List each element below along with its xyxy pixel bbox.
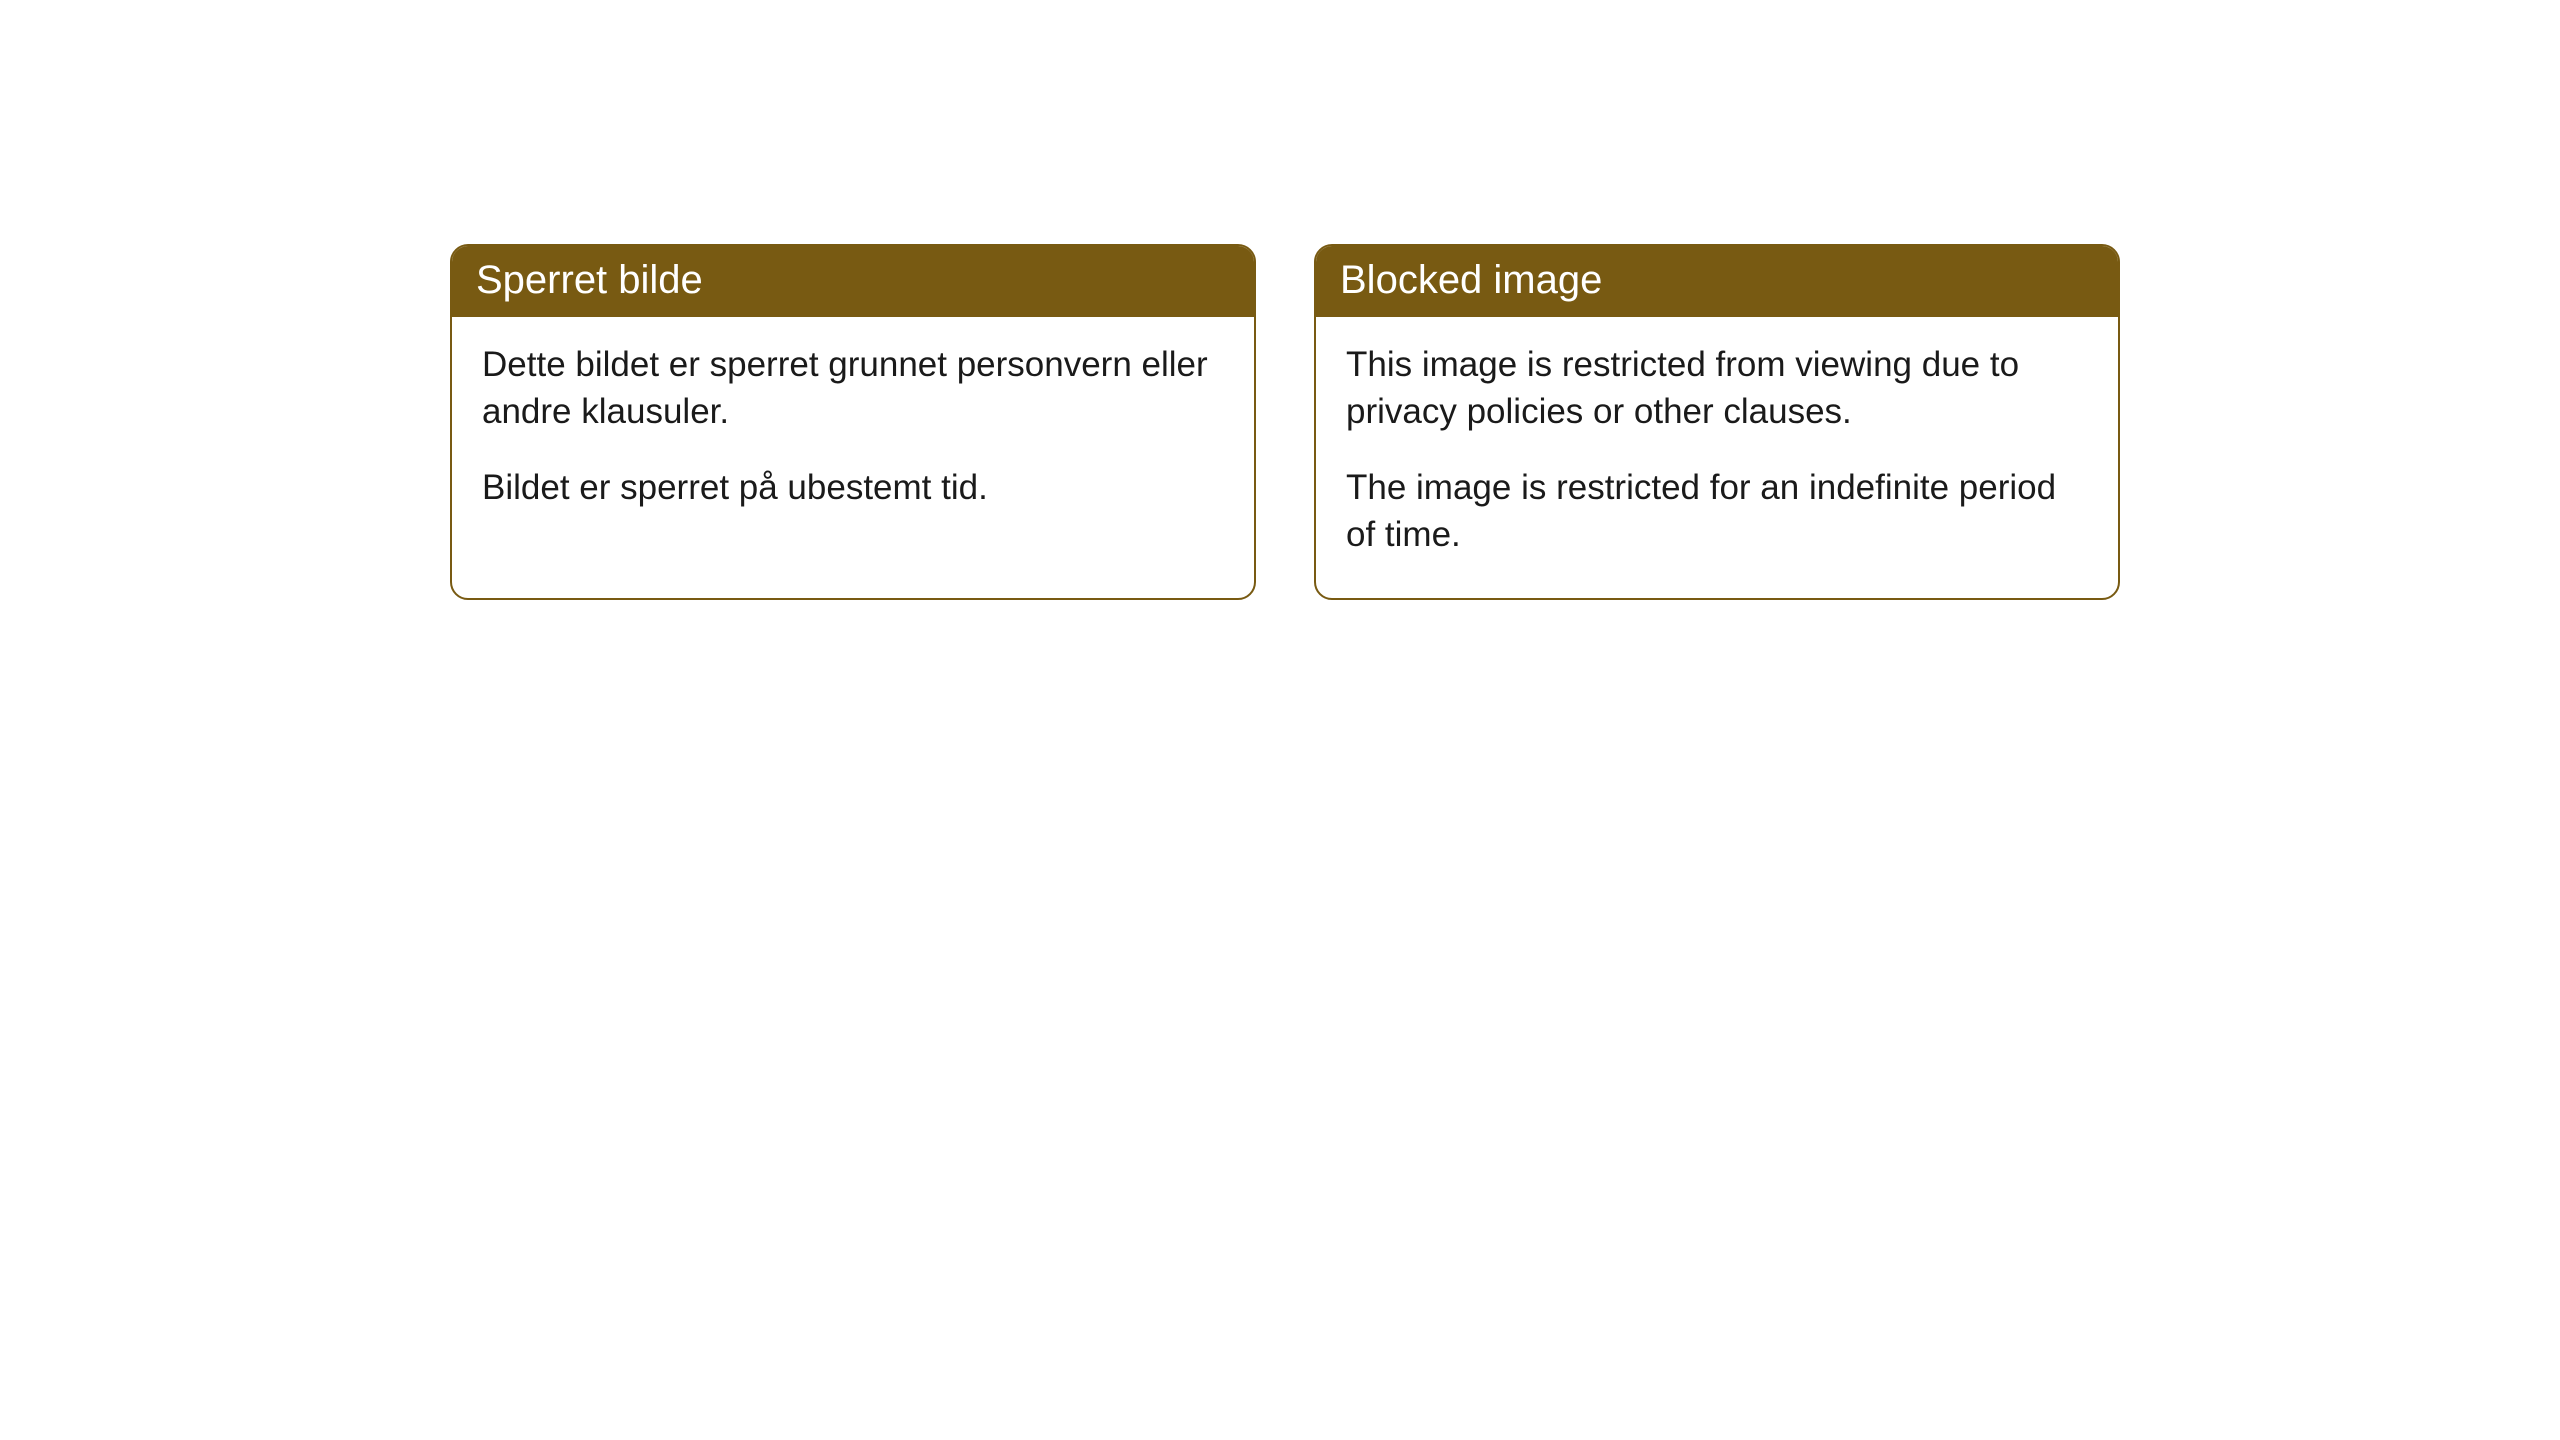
notice-line-2: Bildet er sperret på ubestemt tid. xyxy=(482,464,1224,511)
card-body: Dette bildet er sperret grunnet personve… xyxy=(452,317,1254,551)
notice-line-1: This image is restricted from viewing du… xyxy=(1346,341,2088,436)
card-header: Sperret bilde xyxy=(452,246,1254,317)
notice-card-norwegian: Sperret bilde Dette bildet er sperret gr… xyxy=(450,244,1256,600)
card-body: This image is restricted from viewing du… xyxy=(1316,317,2118,598)
notice-line-2: The image is restricted for an indefinit… xyxy=(1346,464,2088,559)
notice-container: Sperret bilde Dette bildet er sperret gr… xyxy=(0,0,2560,600)
notice-card-english: Blocked image This image is restricted f… xyxy=(1314,244,2120,600)
card-header: Blocked image xyxy=(1316,246,2118,317)
notice-line-1: Dette bildet er sperret grunnet personve… xyxy=(482,341,1224,436)
